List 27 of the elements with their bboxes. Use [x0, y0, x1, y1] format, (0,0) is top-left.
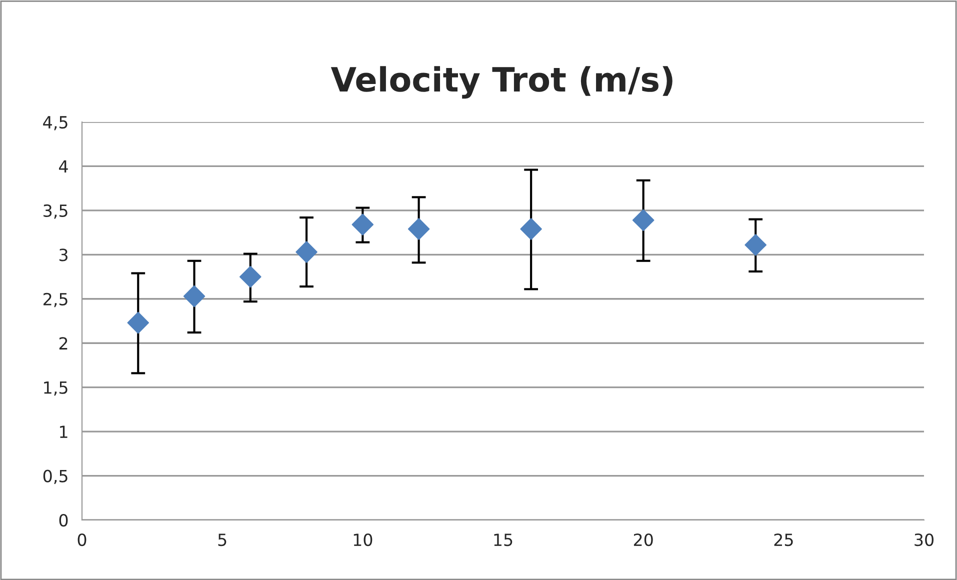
y-tick-label: 1,5 [44, 382, 68, 396]
point [352, 214, 374, 236]
y-tick-label: 4,5 [43, 116, 68, 130]
y-tick-label: 0 [59, 514, 68, 527]
point [520, 218, 542, 240]
x-tick-label: 10 [354, 533, 372, 546]
y-tick-label: 2,5 [44, 292, 68, 308]
point [296, 241, 318, 263]
x-tick-label: 25 [774, 533, 793, 546]
x-tick-label: 5 [218, 534, 226, 546]
x-tick-label: 30 [914, 533, 934, 546]
chart-title: Velocity Trot (m/s) [330, 66, 672, 99]
point [632, 209, 654, 232]
point [183, 285, 206, 308]
point [408, 218, 430, 240]
point [127, 312, 150, 334]
x-tick-label: 15 [494, 534, 512, 546]
y-tick-label: 2 [59, 337, 68, 350]
point [744, 234, 766, 256]
y-tick-label: 3 [59, 248, 68, 262]
y-tick-label: 0,5 [43, 470, 68, 484]
point [240, 266, 262, 288]
y-tick-label: 1 [60, 426, 68, 438]
y-tick-label: 3,5 [44, 204, 68, 219]
y-tick-label: 4 [59, 160, 68, 173]
x-tick-label: 0 [78, 533, 86, 546]
x-tick-label: 20 [634, 533, 653, 546]
